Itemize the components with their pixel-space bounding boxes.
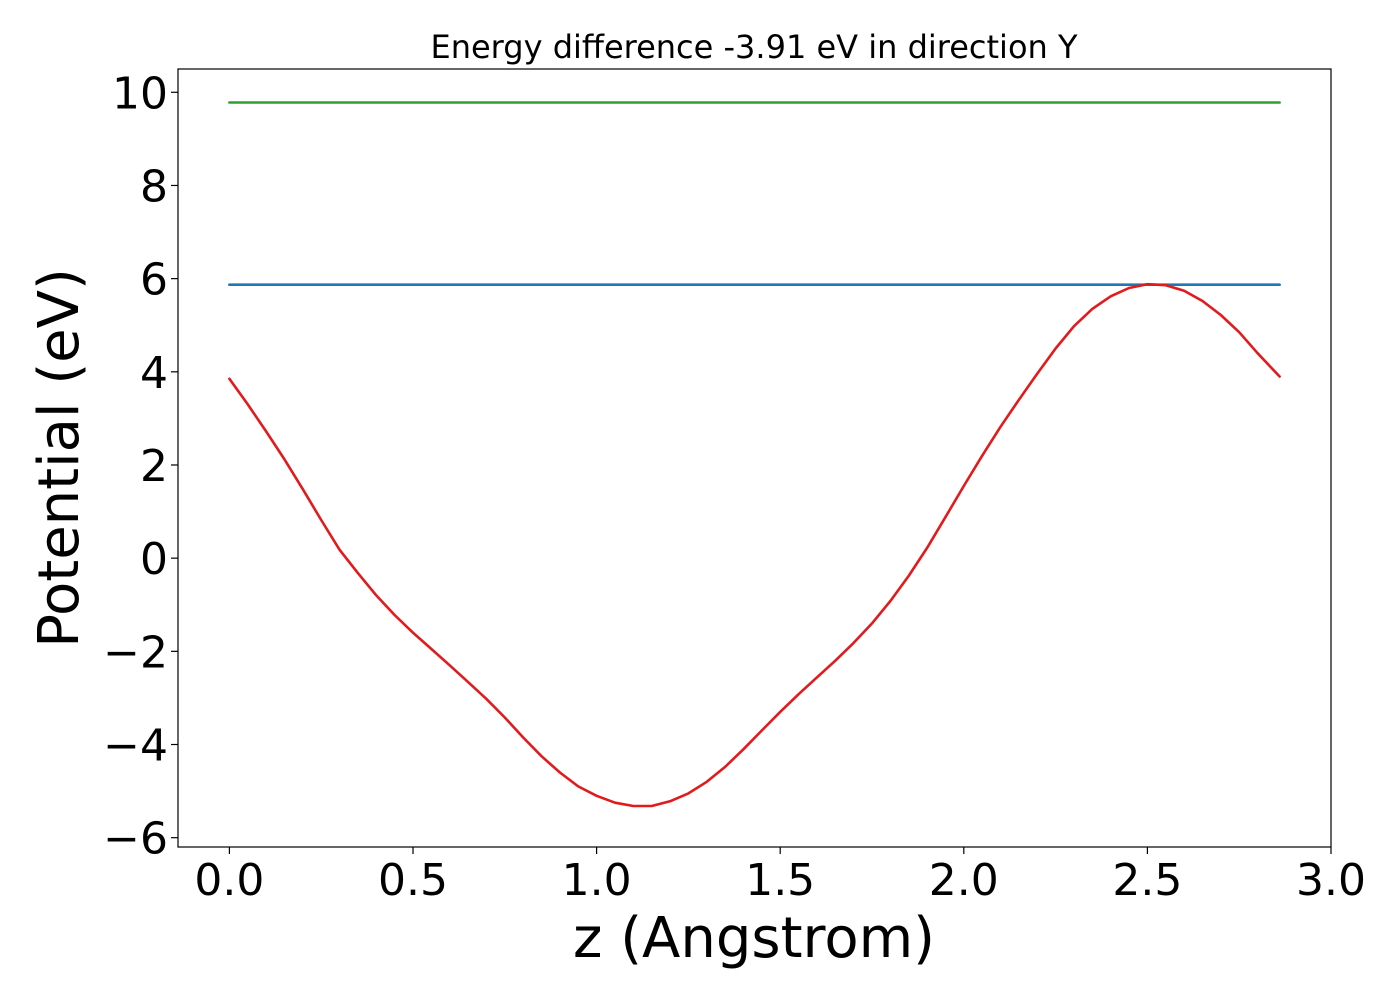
x-tick-label: 0.5 xyxy=(378,855,448,906)
x-tick-label: 3.0 xyxy=(1296,855,1366,906)
series-line-3 xyxy=(228,282,1281,808)
y-tick-label: 0 xyxy=(140,534,168,585)
x-tick-label: 1.0 xyxy=(562,855,632,906)
y-tick-label: −2 xyxy=(103,627,168,678)
x-tick-label: 2.5 xyxy=(1112,855,1182,906)
x-tick-label: 0.0 xyxy=(194,855,264,906)
x-tick-label: 2.0 xyxy=(929,855,999,906)
chart-title: Energy difference -3.91 eV in direction … xyxy=(430,28,1077,66)
y-tick-label: 10 xyxy=(112,68,168,119)
x-tick-label: 1.5 xyxy=(745,855,815,906)
y-tick-label: 2 xyxy=(140,441,168,492)
y-axis-ticks: −6 −4 −2 0 2 4 6 8 10 xyxy=(103,68,178,865)
y-tick-label: 6 xyxy=(140,255,168,306)
plot-area-frame xyxy=(177,68,1332,848)
y-tick-label: −4 xyxy=(103,721,168,772)
x-axis-ticks: 0.0 0.5 1.0 1.5 2.0 2.5 3.0 xyxy=(194,847,1366,906)
y-tick-label: 4 xyxy=(140,348,168,399)
y-axis-label: Potential (eV) xyxy=(27,268,92,648)
y-tick-label: −6 xyxy=(103,814,168,865)
y-tick-label: 8 xyxy=(140,161,168,212)
x-axis-label: z (Angstrom) xyxy=(573,906,935,971)
series-layer xyxy=(228,101,1281,808)
